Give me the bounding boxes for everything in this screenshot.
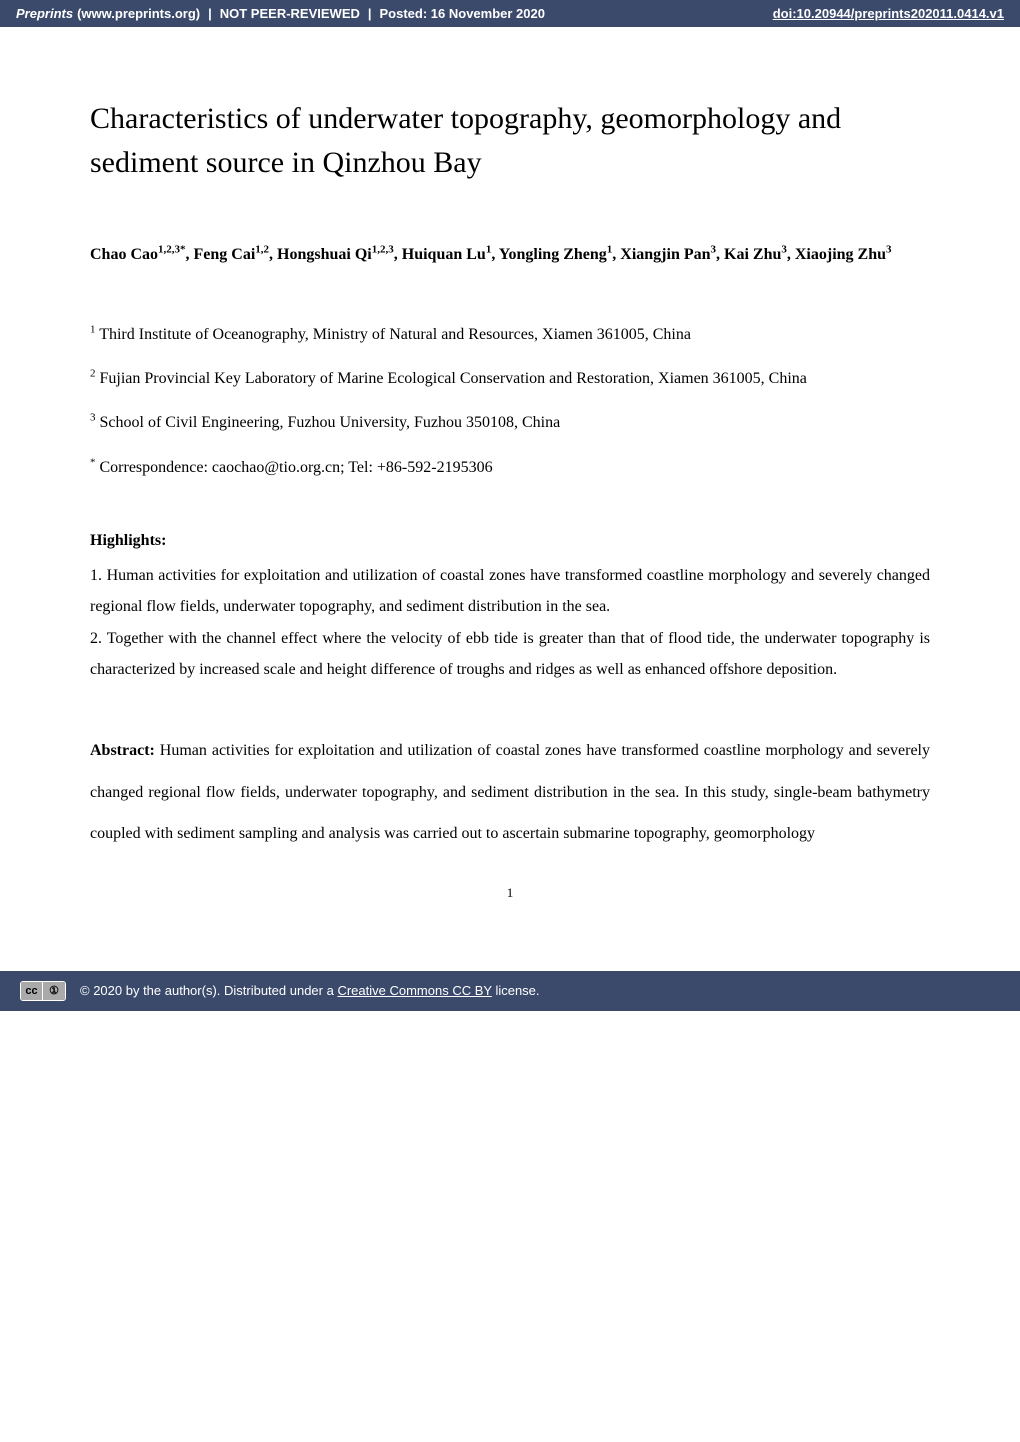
affiliation-item: 1 Third Institute of Oceanography, Minis… [90,316,930,354]
by-icon: ① [43,982,65,1000]
author-list: Chao Cao1,2,3*, Feng Cai1,2, Hongshuai Q… [90,234,930,276]
abstract-text: Human activities for exploitation and ut… [90,742,930,842]
cc-by-badge-icon: cc ① [20,981,66,1001]
doi-link[interactable]: doi:10.20944/preprints202011.0414.v1 [773,6,1004,21]
affiliation-item: * Correspondence: caochao@tio.org.cn; Te… [90,449,930,487]
cc-icon: cc [21,982,43,1000]
separator: | [368,6,372,21]
paper-title: Characteristics of underwater topography… [90,97,930,184]
license-prefix: © 2020 by the author(s). Distributed und… [80,983,337,998]
peer-status: NOT PEER-REVIEWED [220,6,360,21]
license-suffix: license. [492,983,540,998]
highlights-body: 1. Human activities for exploitation and… [90,560,930,685]
posted-date: Posted: 16 November 2020 [380,6,545,21]
affiliation-item: 2 Fujian Provincial Key Laboratory of Ma… [90,360,930,398]
page-number: 1 [90,885,930,901]
highlight-item: 1. Human activities for exploitation and… [90,560,930,622]
abstract-section: Abstract: Human activities for exploitat… [90,730,930,855]
preprint-header-bar: Preprints (www.preprints.org) | NOT PEER… [0,0,1020,27]
affiliation-item: 3 School of Civil Engineering, Fuzhou Un… [90,404,930,442]
cc-by-link[interactable]: Creative Commons CC BY [337,983,491,998]
journal-name: Preprints [16,6,73,21]
separator: | [208,6,212,21]
license-footer-bar: cc ① © 2020 by the author(s). Distribute… [0,971,1020,1011]
abstract-label: Abstract: [90,742,155,759]
highlights-heading: Highlights: [90,532,930,550]
license-text: © 2020 by the author(s). Distributed und… [80,983,540,998]
affiliation-list: 1 Third Institute of Oceanography, Minis… [90,316,930,488]
site-url: (www.preprints.org) [77,6,200,21]
highlight-item: 2. Together with the channel effect wher… [90,623,930,685]
header-left: Preprints (www.preprints.org) | NOT PEER… [16,6,545,21]
page-content: Characteristics of underwater topography… [0,27,1020,931]
